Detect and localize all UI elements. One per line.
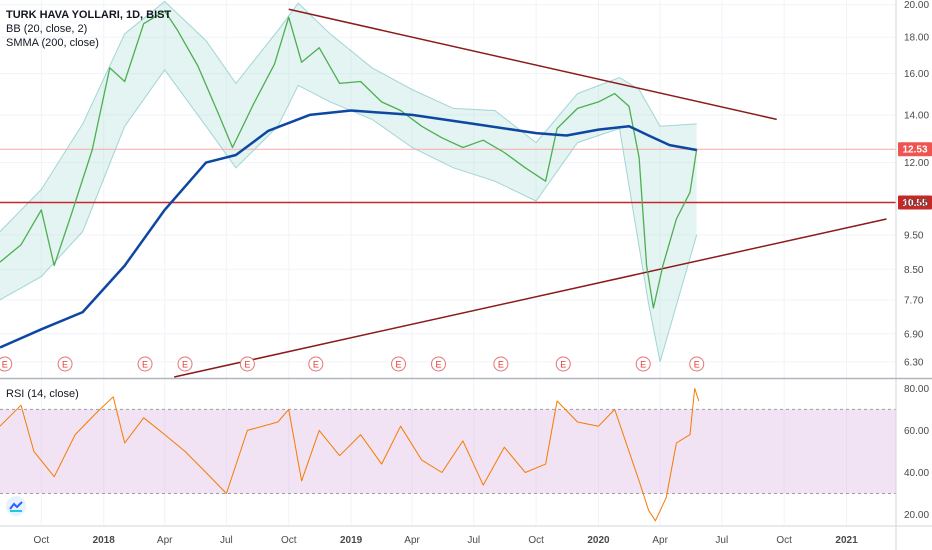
bb_upper-line — [0, 0, 697, 232]
y-tick-label: 9.50 — [904, 230, 924, 241]
x-tick-label: Apr — [404, 535, 420, 546]
earnings-marker-label: E — [244, 360, 250, 370]
smma-line — [0, 109, 697, 349]
earnings-marker-label: E — [640, 360, 646, 370]
grid — [0, 0, 896, 525]
price-label-box — [898, 142, 932, 157]
x-tick-label: Jul — [220, 535, 233, 546]
price-series — [0, 10, 698, 349]
y-tick-label: 16.00 — [904, 69, 929, 80]
trend-line — [288, 8, 777, 121]
logo-icon — [9, 501, 23, 512]
earnings-marker-label: E — [142, 360, 148, 370]
earnings-marker-label: E — [560, 360, 566, 370]
x-tick-label: 2021 — [835, 535, 858, 546]
rsi-tick-label: 80.00 — [904, 384, 929, 395]
x-tick-label: 2020 — [587, 535, 610, 546]
x-tick-label: 2018 — [93, 535, 116, 546]
y-tick-label: 14.00 — [904, 110, 929, 121]
y-tick-label: 7.70 — [904, 295, 924, 306]
earnings-marker[interactable] — [391, 356, 407, 372]
earnings-marker-label: E — [694, 360, 700, 370]
price-label-box — [898, 195, 932, 210]
rsi-tick-label: 20.00 — [904, 510, 929, 521]
x-tick-label: Oct — [528, 535, 544, 546]
price-label: 12.53 — [902, 145, 927, 156]
rsi-tick-label: 60.00 — [904, 426, 929, 437]
earnings-marker-label: E — [436, 360, 442, 370]
earnings-marker[interactable] — [308, 356, 324, 372]
rsi-band — [0, 409, 896, 494]
rsi-tick-label: 40.00 — [904, 468, 929, 479]
x-tick-label: Jul — [715, 535, 728, 546]
earnings-marker-label: E — [396, 360, 402, 370]
price-lines: 12.53 10.55 — [0, 142, 932, 210]
y-tick-label: 18.00 — [904, 33, 929, 44]
x-tick-label: Apr — [157, 535, 173, 546]
x-tick-label: Oct — [281, 535, 297, 546]
x-tick-label: Oct — [34, 535, 50, 546]
y-tick-label: 6.30 — [904, 357, 924, 368]
earnings-marker-label: E — [62, 360, 68, 370]
earnings-marker[interactable] — [635, 356, 651, 372]
earnings-marker[interactable] — [555, 356, 571, 372]
rsi-pane: 80.00 60.00 40.00 20.00 — [0, 384, 929, 522]
earnings-marker[interactable] — [0, 356, 13, 372]
earnings-marker[interactable] — [57, 356, 73, 372]
earnings-marker-label: E — [182, 360, 188, 370]
y-tick-label: 20.00 — [904, 0, 929, 11]
legend-rsi: RSI (14, close) — [6, 388, 79, 400]
price-label: 10.55 — [902, 198, 927, 209]
earnings-marker[interactable] — [689, 356, 705, 372]
trend-line — [174, 218, 887, 378]
earnings-marker[interactable] — [177, 356, 193, 372]
earnings-marker[interactable] — [239, 356, 255, 372]
legend-bb: BB (20, close, 2) — [6, 23, 88, 35]
x-tick-label: Jul — [467, 535, 480, 546]
legend-smma: SMMA (200, close) — [6, 37, 99, 49]
y-tick-label: 8.50 — [904, 265, 924, 276]
y-tick-label: 10.55 — [904, 198, 929, 209]
rsi-line — [0, 387, 700, 522]
price-line — [0, 10, 698, 309]
trend-lines — [174, 8, 887, 378]
bb-fill — [0, 1, 697, 362]
x-tick-label: Apr — [652, 535, 668, 546]
earnings-marker[interactable] — [431, 356, 447, 372]
earnings-marker[interactable] — [137, 356, 153, 372]
earnings-marker-label: E — [2, 360, 8, 370]
y-tick-label: 12.00 — [904, 158, 929, 169]
tradingview-logo[interactable] — [6, 496, 26, 516]
y-tick-label: 6.90 — [904, 329, 924, 340]
earnings-marker[interactable] — [493, 356, 509, 372]
chart-legend-title: TURK HAVA YOLLARI, 1D, BIST — [6, 9, 172, 21]
x-tick-label: 2019 — [340, 535, 363, 546]
earnings-marker-label: E — [498, 360, 504, 370]
earnings-marker-label: E — [313, 360, 319, 370]
x-tick-label: Oct — [776, 535, 792, 546]
